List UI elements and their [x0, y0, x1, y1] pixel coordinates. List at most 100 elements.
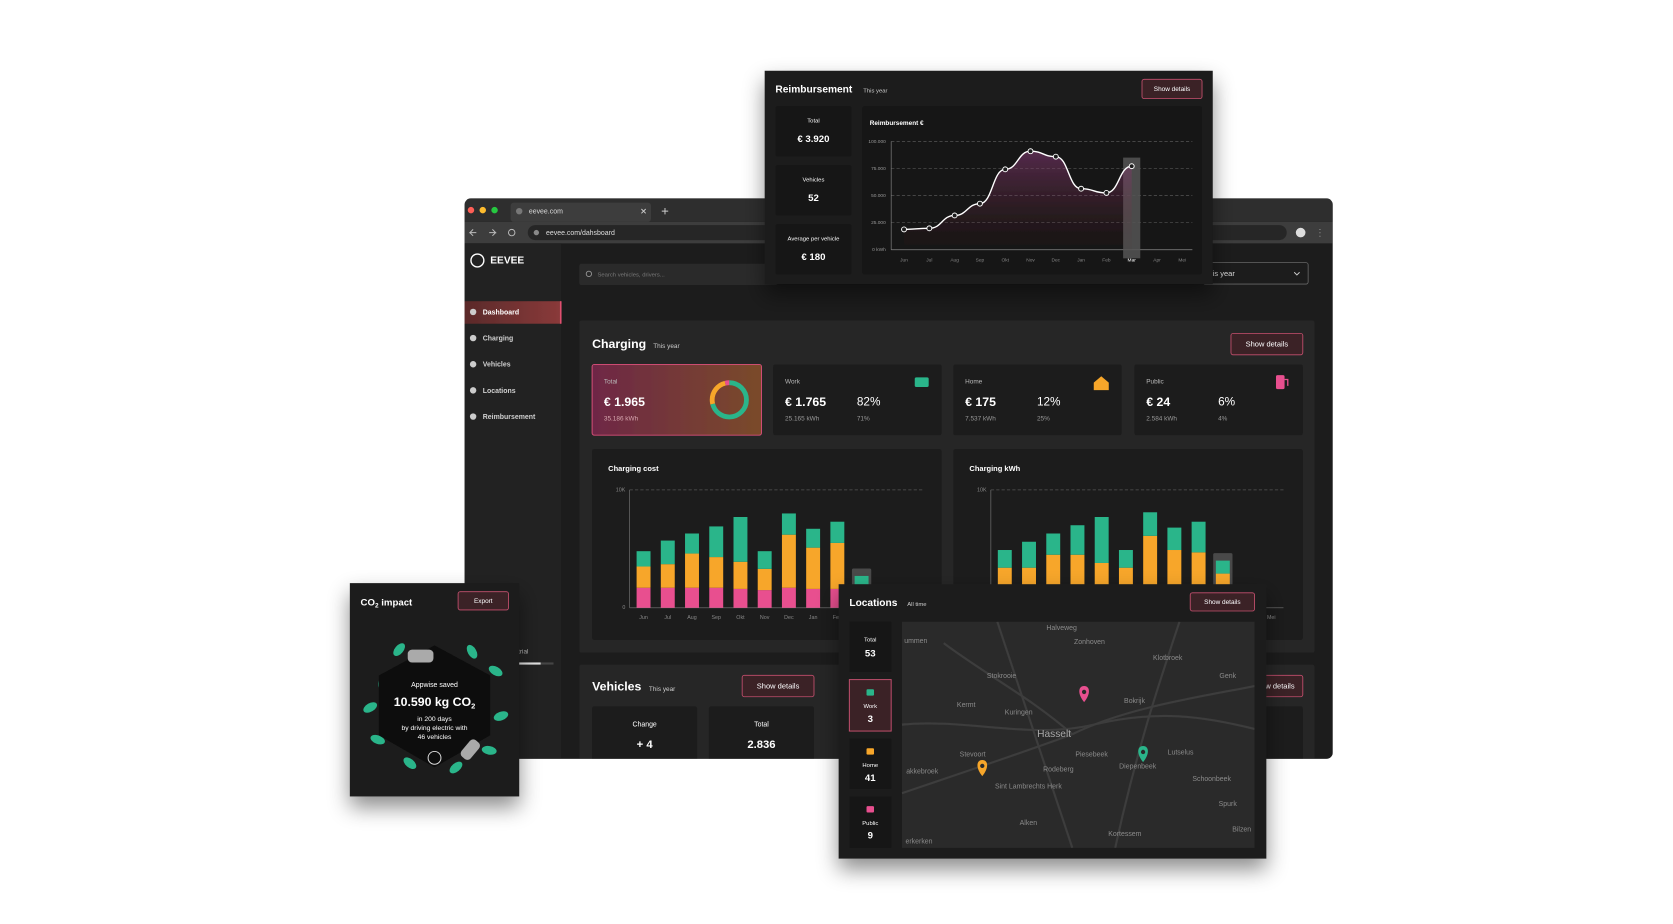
bar-segment: [636, 587, 651, 608]
bar-segment: [1070, 525, 1085, 555]
stat-card: [848, 679, 892, 732]
nav-icon: [469, 308, 477, 316]
x-tick-label: Mar: [1128, 258, 1137, 264]
stat-card: [849, 738, 892, 789]
stat-label: Average per vehicle: [788, 237, 840, 243]
title-rest: impact: [379, 597, 413, 608]
point: [1078, 185, 1085, 192]
bar-segment: [1215, 560, 1230, 574]
card-share: 71%: [857, 415, 870, 422]
y-tick-label: 75.000: [871, 166, 886, 172]
card-value: 2.836: [747, 739, 775, 751]
nav-item[interactable]: Vehicles: [483, 362, 511, 369]
trial-label: trial: [518, 648, 528, 655]
stat-card: [849, 796, 892, 848]
button[interactable]: Show details: [1246, 340, 1289, 349]
co2-amount: 10.590 kg CO2: [394, 695, 476, 710]
search-icon: [585, 270, 592, 277]
bar-segment: [830, 542, 845, 589]
bar-segment: [685, 533, 699, 554]
stat-card: [708, 706, 814, 759]
tab-close[interactable]: [641, 208, 647, 214]
button[interactable]: Show details: [1252, 682, 1295, 691]
point: [1052, 153, 1059, 160]
card-percent: 82%: [857, 396, 881, 409]
search-box: [579, 263, 778, 286]
co2-line: 46 vehicles: [418, 734, 452, 741]
map-label: Kuringen: [1005, 710, 1033, 717]
card-value: + 4: [637, 739, 654, 751]
stat-value: 52: [808, 193, 819, 204]
y-tick-label: 100.000: [868, 139, 886, 145]
card-amount: € 24: [1146, 395, 1170, 409]
point: [926, 225, 933, 232]
x-tick-label: Jul: [926, 258, 932, 264]
map-label: Stokrooie: [987, 673, 1017, 680]
bar-segment: [660, 587, 675, 608]
x-tick-label: Jun: [639, 615, 648, 621]
card-kwh: 7.537 kWh: [965, 415, 996, 422]
reload[interactable]: [508, 228, 516, 237]
button[interactable]: Show details: [1204, 599, 1240, 606]
x-tick-label: Sep: [976, 258, 985, 264]
stat-card: [849, 621, 892, 673]
bar-segment: [709, 526, 724, 558]
nav-item[interactable]: Charging: [483, 335, 514, 342]
period-select-text[interactable]: is year: [1213, 269, 1236, 278]
map-pin[interactable]: [1079, 686, 1089, 703]
nav-item[interactable]: Reimbursement: [483, 414, 536, 421]
bar-segment: [636, 551, 651, 567]
stat-label: Work: [863, 704, 877, 710]
new-tab[interactable]: [661, 207, 669, 215]
stat-value: 41: [865, 773, 876, 784]
x-tick-label: Feb: [833, 615, 842, 621]
locations-panel: Locations All time Show details Total 53 Work…: [838, 584, 1267, 859]
co2-line: by driving electric with: [402, 725, 468, 732]
amount-sub: 2: [471, 701, 475, 710]
bar-segment: [781, 513, 796, 535]
bar-segment: [830, 521, 845, 543]
bar-segment: [1143, 512, 1158, 536]
leaf: [449, 761, 463, 774]
nav-active-edge: [559, 301, 562, 324]
card-percent: 12%: [1037, 396, 1061, 409]
plug-top: [407, 649, 434, 663]
card-share: 25%: [1037, 415, 1050, 422]
x-tick-label: Sep: [711, 615, 721, 621]
leaf: [370, 734, 385, 745]
co2-intro: Appwise saved: [411, 682, 458, 689]
select-caret: [1293, 271, 1300, 276]
section-title: Vehicles: [592, 679, 641, 693]
button[interactable]: Show details: [757, 682, 800, 691]
section-subtitle: This year: [649, 686, 676, 693]
x-tick-label: Mei: [1178, 258, 1186, 264]
stat-label: Home: [862, 763, 878, 769]
leaf: [403, 757, 417, 770]
donut-segment: [709, 380, 749, 420]
profile[interactable]: [1295, 227, 1306, 238]
stat-icon: [866, 806, 875, 813]
bar-segment: [1094, 516, 1109, 563]
leaf: [393, 643, 405, 656]
button[interactable]: Show details: [1154, 86, 1190, 93]
bar-segment: [709, 587, 724, 608]
bar-segment: [757, 568, 772, 591]
chart-title: Charging kWh: [969, 464, 1020, 473]
map-label: ummen: [904, 638, 927, 645]
map-label: Schoonbeek: [1192, 776, 1231, 783]
map-road: [1114, 621, 1181, 848]
map-label: Alken: [1020, 820, 1038, 827]
nav-item[interactable]: Locations: [483, 388, 516, 395]
nav-icon: [469, 361, 477, 368]
panel-title: Locations: [849, 598, 897, 609]
nav-item[interactable]: Dashboard: [483, 309, 519, 316]
line: [904, 150, 1132, 231]
bar-segment: [733, 561, 748, 589]
button[interactable]: Export: [474, 598, 493, 605]
stat-label: Total: [807, 119, 819, 125]
nav-icon: [469, 334, 477, 342]
map-label: Zonhoven: [1074, 639, 1105, 646]
nav-buttons[interactable]: [468, 229, 497, 237]
search-input[interactable]: Search vehicles, drivers...: [597, 273, 665, 279]
